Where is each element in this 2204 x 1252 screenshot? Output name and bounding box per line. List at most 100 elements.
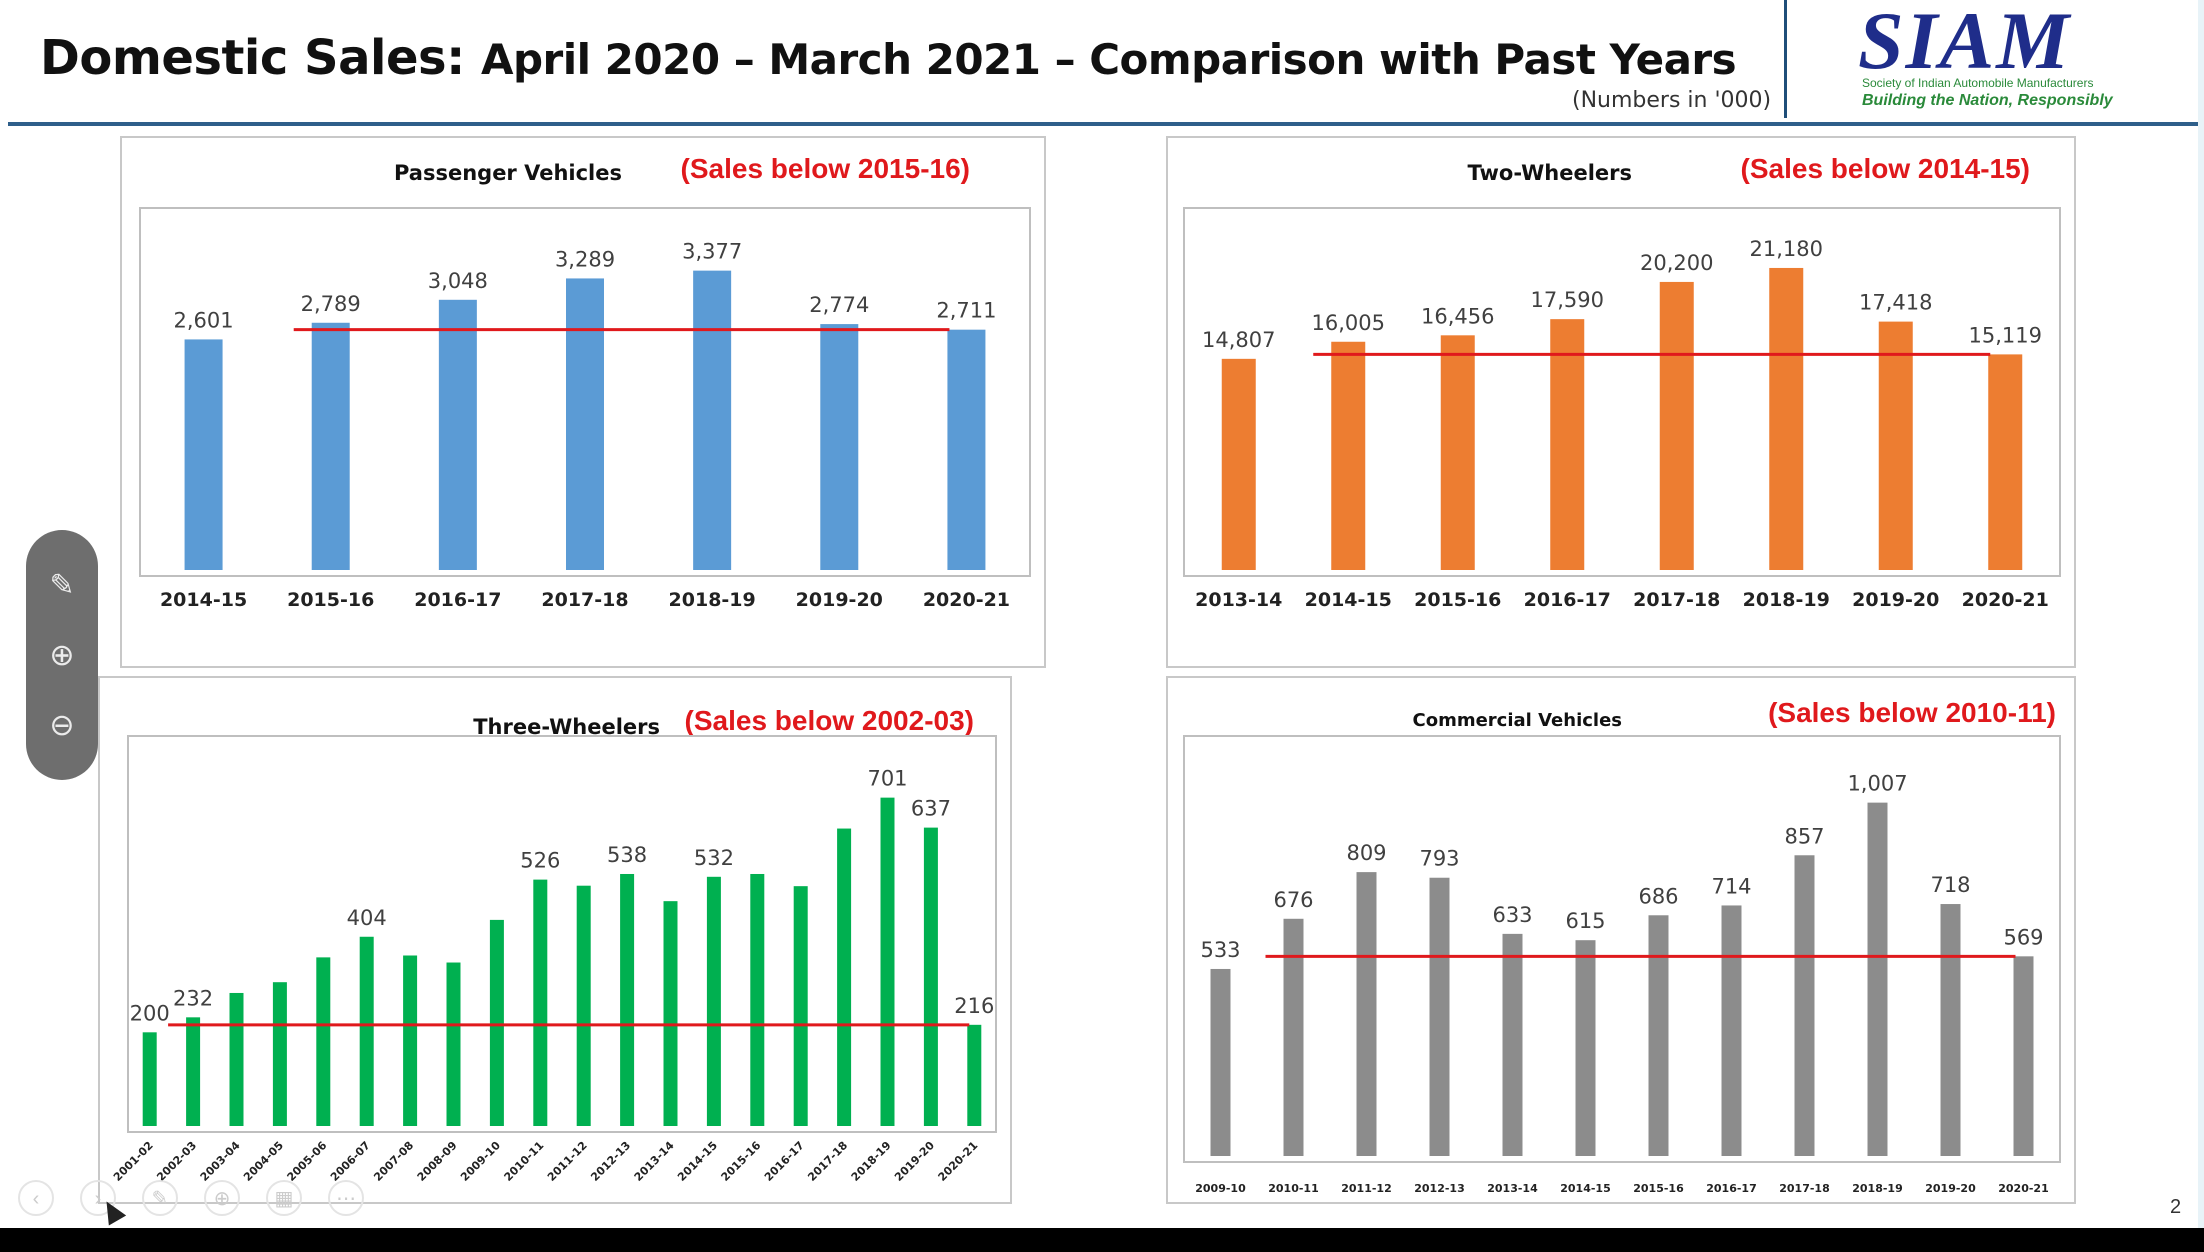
tick-label: 2009-10 — [1195, 1182, 1246, 1195]
zoom-toolbar: ✎ ⊕ ⊖ — [26, 530, 98, 780]
chart-two-wheelers: Two-Wheelers (Sales below 2014-15) 14,807 2… — [1183, 153, 2061, 611]
bar-2014-15 — [1575, 940, 1596, 1156]
tick-label: 2017-18 — [805, 1139, 850, 1184]
tick-label: 2020-21 — [1998, 1182, 2049, 1195]
tick-label: 2012-13 — [1414, 1182, 1465, 1195]
tick-label: 2009-10 — [458, 1139, 503, 1184]
bar-2009-10 — [489, 919, 504, 1126]
tick-label: 2019-20 — [1852, 589, 1939, 611]
siam-logo: SIAM Society of Indian Automobile Manufa… — [1858, 0, 2138, 118]
bar-2019-20 — [820, 324, 859, 570]
bar-2017-18 — [1794, 855, 1815, 1156]
more-options-icon[interactable]: ⋯ — [328, 1180, 364, 1216]
tick-label: 2013-14 — [1195, 589, 1282, 611]
data-label: 3,377 — [682, 240, 742, 264]
logo-tagline: Building the Nation, Responsibly — [1862, 92, 2113, 109]
bar-2018-19 — [880, 797, 895, 1126]
tick-label: 2010-11 — [502, 1139, 547, 1184]
data-label: 615 — [1565, 909, 1605, 933]
pen-icon[interactable]: ✎ — [49, 569, 75, 602]
bar-2002-03 — [186, 1017, 201, 1126]
data-label: 14,807 — [1202, 328, 1275, 352]
data-label: 676 — [1273, 888, 1313, 912]
data-label: 532 — [694, 846, 734, 870]
pen-tool-icon[interactable]: ✎ — [142, 1180, 178, 1216]
bar-2017-18 — [566, 278, 604, 570]
data-label: 216 — [954, 994, 994, 1018]
data-label: 16,456 — [1421, 304, 1494, 328]
bar-2020-21 — [2013, 956, 2034, 1156]
next-slide-icon[interactable]: › — [80, 1180, 116, 1216]
plot-area — [139, 207, 1031, 577]
tick-label: 2010-11 — [1268, 1182, 1319, 1195]
bar-2012-13 — [620, 873, 635, 1126]
tick-label: 2013-14 — [1487, 1182, 1538, 1195]
tick-label: 2011-12 — [1341, 1182, 1392, 1195]
data-label: 637 — [911, 797, 951, 821]
tick-label: 2003-04 — [198, 1139, 243, 1184]
tick-label: 2013-14 — [632, 1139, 677, 1184]
bar-2011-12 — [576, 885, 591, 1126]
bar-2018-19 — [1769, 267, 1804, 570]
bar-2017-18 — [1659, 281, 1694, 570]
tick-label: 2015-16 — [287, 589, 374, 611]
bar-2014-15 — [706, 876, 721, 1126]
tick-label: 2014-15 — [160, 589, 247, 611]
bar-2020-21 — [947, 329, 986, 570]
data-label: 686 — [1638, 884, 1678, 908]
bar-2013-14 — [1221, 358, 1256, 570]
tick-label: 2011-12 — [545, 1139, 590, 1184]
bar-2017-18 — [837, 828, 852, 1126]
data-label: 3,048 — [428, 269, 488, 293]
slide-nav-strip: ‹ › ✎ ⊕ ▦ ⋯ — [18, 1180, 438, 1220]
tick-label: 2016-17 — [762, 1139, 807, 1184]
title-bar: Domestic Sales: April 2020 – March 2021 … — [0, 0, 1780, 122]
chart-three-wheelers: Three-Wheelers (Sales below 2002-03)20020… — [111, 705, 997, 1184]
chart-commercial-vehicles: Commercial Vehicles (Sales below 2010-11)… — [1183, 697, 2061, 1195]
bar-2010-11 — [1283, 918, 1304, 1156]
tick-label: 2018-19 — [1852, 1182, 1903, 1195]
slides-view-icon[interactable]: ▦ — [266, 1180, 302, 1216]
data-label: 538 — [607, 843, 647, 867]
bar-2018-19 — [693, 270, 732, 570]
bar-2018-19 — [1867, 802, 1888, 1156]
bar-2015-16 — [1440, 335, 1475, 570]
zoom-tool-icon[interactable]: ⊕ — [204, 1180, 240, 1216]
tick-label: 2018-19 — [849, 1139, 894, 1184]
tick-label: 2015-16 — [1633, 1182, 1684, 1195]
bar-2016-17 — [793, 886, 808, 1126]
data-label: 793 — [1419, 847, 1459, 871]
data-label: 17,418 — [1859, 291, 1932, 315]
zoom-in-icon[interactable]: ⊕ — [49, 639, 75, 672]
data-label: 2,774 — [809, 293, 869, 317]
bar-2015-16 — [750, 873, 765, 1126]
bar-2003-04 — [229, 992, 244, 1126]
bar-2006-07 — [359, 936, 374, 1126]
tick-label: 2007-08 — [371, 1139, 416, 1184]
chart-panel-commercial-vehicles: Commercial Vehicles (Sales below 2010-11)… — [1166, 676, 2076, 1204]
tick-label: 2008-09 — [415, 1139, 460, 1184]
bar-2012-13 — [1429, 877, 1450, 1156]
bar-2007-08 — [403, 955, 418, 1126]
data-label: 3,289 — [555, 247, 615, 271]
tick-label: 2015-16 — [1414, 589, 1501, 611]
plot-area — [1183, 207, 2061, 577]
logo-subtitle: Society of Indian Automobile Manufacture… — [1862, 76, 2094, 90]
tick-label: 2020-21 — [936, 1139, 981, 1184]
header-rule — [8, 122, 2198, 126]
tick-label: 2005-06 — [285, 1139, 330, 1184]
tick-label: 2016-17 — [414, 589, 501, 611]
prev-slide-icon[interactable]: ‹ — [18, 1180, 54, 1216]
zoom-out-icon[interactable]: ⊖ — [49, 709, 75, 742]
tick-label: 2018-19 — [1743, 589, 1830, 611]
data-label: 200 — [130, 1001, 170, 1025]
tick-label: 2017-18 — [1633, 589, 1720, 611]
chart-panel-three-wheelers: Three-Wheelers (Sales below 2002-03) 200 20… — [98, 676, 1012, 1204]
bar-2008-09 — [446, 962, 461, 1126]
tick-label: 2017-18 — [1779, 1182, 1830, 1195]
chart-annotation: (Sales below 2014-15) — [1741, 153, 2030, 184]
tick-label: 2012-13 — [588, 1139, 633, 1184]
bar-2015-16 — [311, 322, 350, 570]
bar-2010-11 — [533, 879, 548, 1126]
